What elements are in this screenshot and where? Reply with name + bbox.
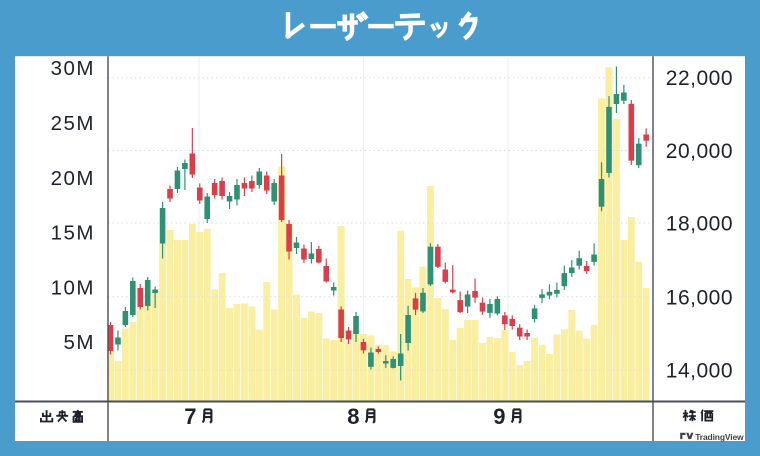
svg-text:8: 8 [347, 404, 359, 429]
svg-text:10M: 10M [51, 277, 95, 300]
svg-text:14,000: 14,000 [666, 360, 733, 383]
svg-text:20,000: 20,000 [666, 140, 733, 163]
svg-text:TradingView: TradingView [695, 432, 744, 442]
svg-text:18,000: 18,000 [666, 213, 733, 236]
svg-text:9: 9 [493, 404, 505, 429]
svg-text:7: 7 [184, 404, 196, 429]
svg-text:5M: 5M [64, 331, 95, 354]
svg-text:20M: 20M [51, 167, 95, 190]
svg-text:30M: 30M [51, 57, 95, 80]
svg-text:16,000: 16,000 [666, 286, 733, 309]
svg-text:15M: 15M [51, 222, 95, 245]
svg-text:25M: 25M [51, 112, 95, 135]
svg-text:22,000: 22,000 [666, 67, 733, 90]
